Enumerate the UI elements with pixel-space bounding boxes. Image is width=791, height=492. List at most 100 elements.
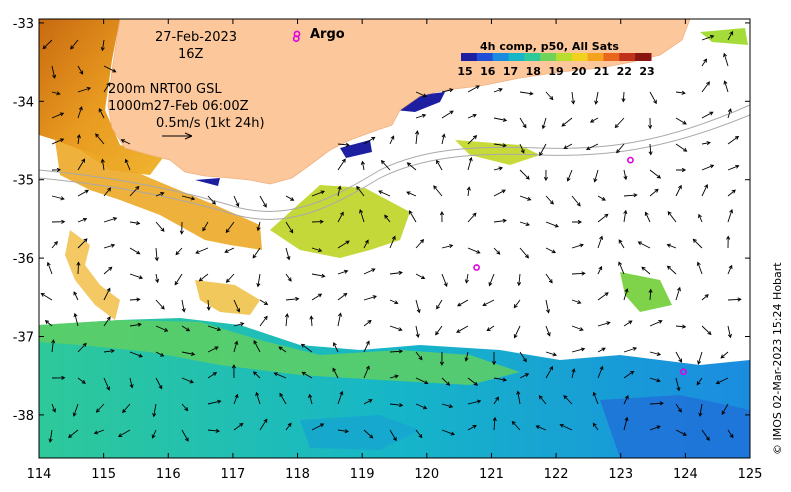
argo-float-marker [473, 264, 480, 271]
current-arrow [356, 185, 365, 197]
colorbar-tick-label: 18 [526, 65, 541, 78]
current-arrow [441, 273, 448, 287]
current-arrow [561, 117, 573, 127]
current-arrow [181, 351, 196, 356]
current-arrow [621, 91, 626, 103]
current-arrow [545, 273, 553, 284]
current-arrow [597, 365, 604, 379]
imos-credit: © IMOS 02-Mar-2023 15:24 Hobart [771, 262, 784, 455]
current-arrow [51, 91, 61, 96]
current-arrow [181, 377, 194, 384]
current-arrow [40, 293, 53, 301]
current-arrow [129, 273, 144, 280]
current-arrow [103, 316, 111, 327]
current-arrow [46, 261, 53, 275]
colorbar-swatch [524, 53, 541, 61]
current-arrow [363, 295, 377, 301]
sst-midtemp-east [455, 140, 540, 165]
current-arrow [233, 195, 240, 208]
current-arrow [649, 351, 662, 357]
plot-frame [38, 18, 751, 459]
current-arrow [648, 288, 653, 301]
current-arrow [493, 166, 503, 171]
current-vectors [40, 30, 742, 443]
current-arrow [566, 169, 573, 182]
current-arrow [73, 291, 79, 301]
current-arrow [93, 429, 105, 435]
colorbar-tick-label: 21 [594, 65, 609, 78]
argo-legend-marker [293, 30, 301, 38]
current-arrow [519, 221, 530, 227]
depth-contours-line2: 1000m27-Feb 06:00Z [108, 99, 249, 114]
current-arrow [675, 377, 681, 392]
current-arrow [233, 393, 239, 405]
current-arrow [77, 65, 84, 75]
current-arrow [721, 403, 729, 416]
current-arrow [337, 211, 344, 223]
current-arrow [389, 325, 403, 332]
current-arrow [175, 247, 183, 256]
current-arrow [181, 325, 191, 332]
current-arrow [519, 247, 530, 259]
current-arrow [42, 39, 53, 50]
current-arrow [389, 135, 395, 145]
current-arrow [726, 235, 731, 249]
current-arrow [337, 292, 348, 301]
current-arrow [155, 221, 165, 232]
colorbar-swatch [476, 53, 494, 61]
lon-tick-label: 123 [608, 467, 633, 482]
current-arrow [311, 190, 325, 197]
current-arrow [649, 188, 659, 197]
current-arrow [51, 219, 66, 224]
colorbar-swatch [619, 53, 636, 61]
current-arrow [415, 130, 420, 145]
current-arrow [492, 416, 497, 431]
current-arrow [467, 212, 477, 223]
current-arrow [363, 340, 370, 353]
current-arrow [129, 377, 134, 389]
current-arrow [359, 209, 365, 223]
current-arrow [309, 315, 314, 327]
current-arrow [623, 346, 638, 353]
lat-tick-label: -36 [13, 252, 34, 267]
current-arrow [441, 133, 446, 145]
current-arrow [597, 292, 609, 301]
current-arrow [701, 81, 710, 93]
current-arrow [51, 240, 58, 249]
current-arrow [675, 429, 687, 436]
sst-warm-strip [65, 230, 120, 320]
current-arrow [439, 210, 444, 223]
current-arrow [585, 143, 599, 151]
current-arrow [441, 429, 456, 436]
current-arrow [363, 365, 370, 379]
current-arrow [519, 91, 534, 96]
current-arrow [415, 403, 428, 410]
current-arrow [623, 416, 629, 431]
colorbar-tick-label: 16 [480, 65, 496, 78]
current-arrow [311, 293, 323, 301]
current-arrow [592, 422, 599, 431]
current-arrow [519, 195, 532, 201]
current-arrow [51, 195, 65, 201]
current-arrow [70, 39, 79, 50]
current-arrow [597, 195, 606, 201]
current-arrow [337, 142, 350, 147]
current-arrow [179, 221, 184, 235]
current-arrow [225, 221, 235, 234]
current-arrow [206, 299, 211, 311]
current-arrow [129, 351, 143, 358]
current-arrow [231, 364, 236, 379]
current-arrow [155, 299, 165, 310]
current-arrow [363, 399, 373, 405]
current-arrow [311, 247, 323, 253]
current-arrow [337, 185, 342, 197]
current-arrow [273, 372, 287, 379]
current-arrow [698, 213, 703, 223]
current-arrow [103, 266, 113, 275]
current-arrow [692, 238, 703, 249]
current-arrow [482, 299, 495, 307]
current-arrow [207, 372, 218, 379]
current-arrow [285, 422, 292, 431]
colorbar-ticks: 15 16 17 18 19 20 21 22 23 [457, 65, 654, 78]
current-arrow [545, 351, 557, 357]
